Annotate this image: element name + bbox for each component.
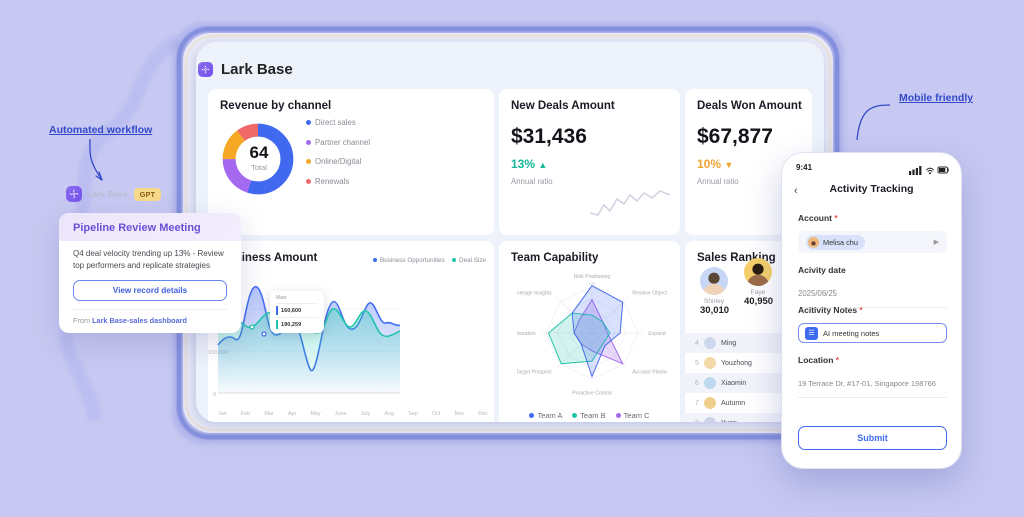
svg-text:Risk Positioning: Risk Positioning (574, 274, 611, 280)
svg-text:Account Planning: Account Planning (632, 369, 667, 375)
svg-text:Target Prospect: Target Prospect (517, 369, 552, 375)
svg-text:0: 0 (213, 392, 216, 398)
svg-text:Collaboration: Collaboration (517, 331, 536, 337)
svg-text:Expand Access: Expand Access (648, 331, 667, 337)
svg-text:Proactive Control: Proactive Control (572, 390, 611, 396)
svg-text:Resolve Objections: Resolve Objections (632, 291, 667, 297)
svg-text:100: 100 (589, 282, 595, 286)
svg-text:Leverage Insights: Leverage Insights (517, 291, 552, 297)
